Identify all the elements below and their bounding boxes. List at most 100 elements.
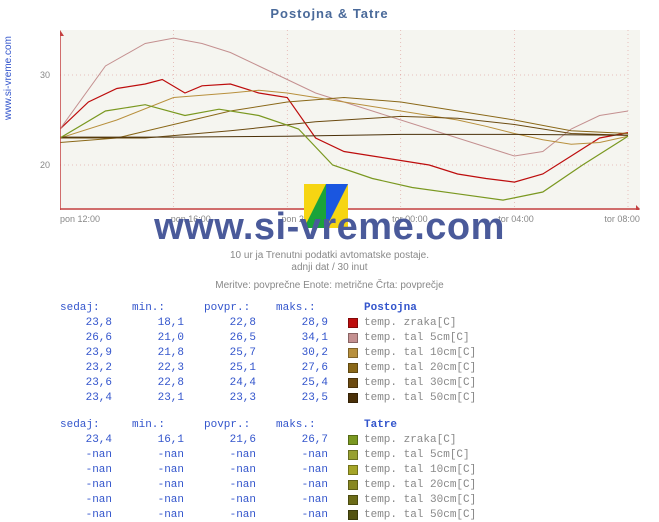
site-logo (304, 184, 348, 228)
table-row: -nan-nan-nan-nantemp. tal 10cm[C] (60, 462, 620, 477)
cell-value: -nan (132, 449, 204, 461)
cell-value: 34,1 (276, 332, 348, 344)
series-label: temp. tal 20cm[C] (364, 362, 476, 374)
cell-value: 23,9 (60, 347, 132, 359)
series-label: temp. zraka[C] (364, 434, 456, 446)
cell-value: 25,1 (204, 362, 276, 374)
meta-line-1: 10 ur ja Trenutni podatki avtomatske pos… (0, 250, 659, 261)
chart-plot-area (60, 30, 640, 210)
series-label: temp. zraka[C] (364, 317, 456, 329)
table-row: 23,622,824,425,4 temp. tal 30cm[C] (60, 375, 620, 390)
table-row: -nan-nan-nan-nantemp. tal 50cm[C] (60, 507, 620, 522)
series-label: temp. tal 5cm[C] (364, 449, 470, 461)
table-row: 23,921,825,730,2 temp. tal 10cm[C] (60, 345, 620, 360)
color-swatch (348, 393, 358, 403)
cell-value: 28,9 (276, 317, 348, 329)
series-label: temp. tal 10cm[C] (364, 464, 476, 476)
meta-line-2: adnji dat / 30 inut (0, 262, 659, 273)
cell-value: -nan (60, 449, 132, 461)
x-tick-label: tor 00:00 (392, 214, 428, 224)
cell-value: 22,3 (132, 362, 204, 374)
cell-value: 27,6 (276, 362, 348, 374)
color-swatch (348, 480, 358, 490)
column-header: povpr.: (204, 302, 276, 314)
cell-value: -nan (204, 509, 276, 521)
column-header: min.: (132, 419, 204, 431)
cell-value: 21,6 (204, 434, 276, 446)
cell-value: 21,8 (132, 347, 204, 359)
cell-value: 18,1 (132, 317, 204, 329)
cell-value: 23,3 (204, 392, 276, 404)
table-row: -nan-nan-nan-nantemp. tal 5cm[C] (60, 447, 620, 462)
cell-value: 23,5 (276, 392, 348, 404)
group-title: Postojna (364, 302, 417, 314)
series-label: temp. tal 50cm[C] (364, 392, 476, 404)
cell-value: -nan (132, 509, 204, 521)
column-header: sedaj: (60, 419, 132, 431)
cell-value: 22,8 (132, 377, 204, 389)
cell-value: 23,4 (60, 392, 132, 404)
x-tick-label: tor 08:00 (604, 214, 640, 224)
table-row: -nan-nan-nan-nantemp. tal 20cm[C] (60, 477, 620, 492)
series-label: temp. tal 20cm[C] (364, 479, 476, 491)
cell-value: -nan (60, 509, 132, 521)
y-axis-labels: 30 20 (30, 30, 54, 210)
cell-value: -nan (204, 464, 276, 476)
color-swatch (348, 465, 358, 475)
cell-value: 23,1 (132, 392, 204, 404)
x-tick-label: tor 04:00 (498, 214, 534, 224)
cell-value: -nan (276, 449, 348, 461)
color-swatch (348, 333, 358, 343)
cell-value: 23,8 (60, 317, 132, 329)
color-swatch (348, 363, 358, 373)
y-tick-label: 30 (40, 70, 50, 80)
cell-value: -nan (204, 479, 276, 491)
cell-value: -nan (276, 464, 348, 476)
cell-value: 23,4 (60, 434, 132, 446)
color-swatch (348, 435, 358, 445)
cell-value: 23,2 (60, 362, 132, 374)
cell-value: -nan (132, 479, 204, 491)
column-header: min.: (132, 302, 204, 314)
cell-value: -nan (132, 464, 204, 476)
cell-value: 16,1 (132, 434, 204, 446)
series-label: temp. tal 10cm[C] (364, 347, 476, 359)
cell-value: 21,0 (132, 332, 204, 344)
x-axis-labels: pon 12:00pon 16:00pon 20:00tor 00:00tor … (60, 214, 640, 224)
table-row: 23,423,123,323,5 temp. tal 50cm[C] (60, 390, 620, 405)
cell-value: 25,4 (276, 377, 348, 389)
column-header: maks.: (276, 419, 348, 431)
series-label: temp. tal 5cm[C] (364, 332, 470, 344)
cell-value: -nan (60, 479, 132, 491)
y-tick-label: 20 (40, 160, 50, 170)
x-tick-label: pon 16:00 (171, 214, 211, 224)
cell-value: 26,6 (60, 332, 132, 344)
cell-value: 24,4 (204, 377, 276, 389)
data-tables: sedaj:min.:povpr.:maks.:Postojna23,818,1… (60, 300, 620, 522)
column-header: povpr.: (204, 419, 276, 431)
chart-title: Postojna & Tatre (0, 6, 659, 21)
group-title: Tatre (364, 419, 397, 431)
cell-value: -nan (276, 479, 348, 491)
cell-value: 26,7 (276, 434, 348, 446)
column-header: maks.: (276, 302, 348, 314)
series-label: temp. tal 50cm[C] (364, 509, 476, 521)
cell-value: 23,6 (60, 377, 132, 389)
table-row: 23,222,325,127,6 temp. tal 20cm[C] (60, 360, 620, 375)
table-row: 23,818,122,828,9 temp. zraka[C] (60, 315, 620, 330)
table-row: 26,621,026,534,1temp. tal 5cm[C] (60, 330, 620, 345)
cell-value: -nan (60, 464, 132, 476)
summary-line: Meritve: povprečne Enote: metrične Črta:… (0, 280, 659, 291)
color-swatch (348, 450, 358, 460)
cell-value: 30,2 (276, 347, 348, 359)
source-link[interactable]: www.si-vreme.com (3, 36, 14, 120)
color-swatch (348, 348, 358, 358)
cell-value: -nan (204, 449, 276, 461)
x-tick-label: pon 12:00 (60, 214, 100, 224)
table-row: 23,416,121,626,7 temp. zraka[C] (60, 432, 620, 447)
cell-value: 22,8 (204, 317, 276, 329)
series-label: temp. tal 30cm[C] (364, 377, 476, 389)
cell-value: 25,7 (204, 347, 276, 359)
color-swatch (348, 510, 358, 520)
column-header: sedaj: (60, 302, 132, 314)
